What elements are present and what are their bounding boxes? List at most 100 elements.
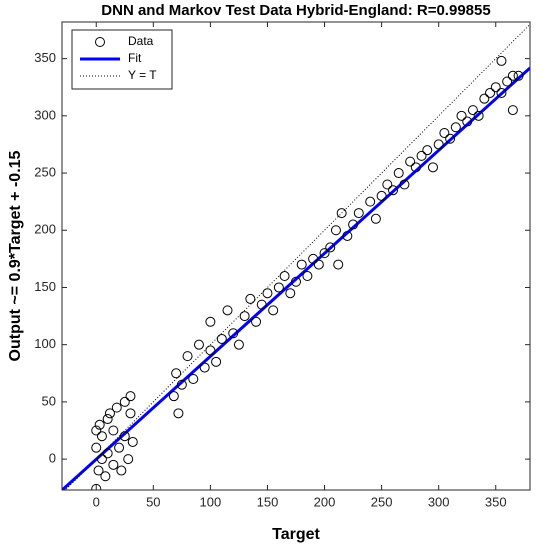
x-tick-label: 250 <box>371 494 393 509</box>
legend: Data Fit Y = T <box>71 29 173 90</box>
data-point <box>205 316 216 327</box>
data-point <box>100 471 111 482</box>
data-point <box>467 105 478 116</box>
y-tick-label: 100 <box>34 336 56 351</box>
y-tick-label: 250 <box>34 164 56 179</box>
data-point <box>376 190 387 201</box>
data-point <box>507 105 518 116</box>
legend-label: Y = T <box>128 68 157 82</box>
data-point <box>173 408 184 419</box>
chart-title: DNN and Markov Test Data Hybrid-England:… <box>101 2 490 19</box>
x-tick-label: 300 <box>428 494 450 509</box>
data-point <box>239 311 250 322</box>
data-point <box>496 87 507 98</box>
data-point <box>228 328 239 339</box>
y-tick-label: 300 <box>34 107 56 122</box>
data-point <box>216 333 227 344</box>
data-point <box>416 150 427 161</box>
data-point <box>205 345 216 356</box>
data-point <box>333 259 344 270</box>
y-tick-label: 0 <box>49 451 56 466</box>
data-point <box>102 448 113 459</box>
data-point <box>308 253 319 264</box>
x-tick-label: 150 <box>257 494 279 509</box>
data-point <box>330 225 341 236</box>
data-point <box>256 299 267 310</box>
legend-label: Fit <box>128 51 142 65</box>
data-point <box>462 116 473 127</box>
data-point <box>348 219 359 230</box>
data-point <box>268 305 279 316</box>
data-point <box>388 185 399 196</box>
data-point <box>193 339 204 350</box>
data-point <box>91 442 102 453</box>
data-point <box>273 282 284 293</box>
data-point <box>171 368 182 379</box>
data-point <box>116 465 127 476</box>
data-point <box>427 162 438 173</box>
y-tick-label: 200 <box>34 222 56 237</box>
data-point <box>353 208 364 219</box>
data-point <box>490 82 501 93</box>
data-point <box>507 70 518 81</box>
data-point <box>399 179 410 190</box>
series-line <box>62 66 530 490</box>
data-point <box>365 196 376 207</box>
data-point <box>439 127 450 138</box>
data-point <box>336 208 347 219</box>
data-point <box>296 259 307 270</box>
data-point <box>405 156 416 167</box>
data-point <box>96 431 107 442</box>
data-point <box>445 133 456 144</box>
x-tick-label: 200 <box>314 494 336 509</box>
data-point <box>168 391 179 402</box>
data-point <box>285 288 296 299</box>
plot-area <box>62 23 530 490</box>
data-point <box>382 179 393 190</box>
y-tick-label: 50 <box>42 393 56 408</box>
data-point <box>513 70 524 81</box>
data-point <box>410 162 421 173</box>
data-point <box>233 339 244 350</box>
data-point <box>485 87 496 98</box>
data-point <box>123 454 134 465</box>
axes-box <box>61 21 531 491</box>
data-point <box>422 145 433 156</box>
data-point <box>313 259 324 270</box>
data-point <box>211 356 222 367</box>
data-point <box>94 419 105 430</box>
data-point <box>91 425 102 436</box>
x-tick-label: 100 <box>200 494 222 509</box>
data-point <box>496 55 507 66</box>
data-point <box>108 459 119 470</box>
data-point <box>279 271 290 282</box>
data-point <box>182 351 193 362</box>
data-point <box>450 122 461 133</box>
data-point <box>222 305 233 316</box>
series-line <box>64 23 530 490</box>
data-point <box>125 408 136 419</box>
y-tick-label: 350 <box>34 50 56 65</box>
data-point <box>127 436 138 447</box>
data-point <box>456 110 467 121</box>
data-point <box>393 168 404 179</box>
data-point <box>479 93 490 104</box>
data-point <box>188 374 199 385</box>
data-point <box>433 139 444 150</box>
data-point <box>199 362 210 373</box>
legend-label: Data <box>128 34 154 48</box>
data-point <box>93 465 104 476</box>
data-point <box>114 442 125 453</box>
x-tick-label: 350 <box>485 494 507 509</box>
data-point <box>325 242 336 253</box>
data-point <box>473 110 484 121</box>
data-point <box>119 431 130 442</box>
legend-marker <box>95 37 105 47</box>
data-point <box>119 396 130 407</box>
x-tick-label: 50 <box>146 494 160 509</box>
data-point <box>108 425 119 436</box>
data-point <box>502 76 513 87</box>
